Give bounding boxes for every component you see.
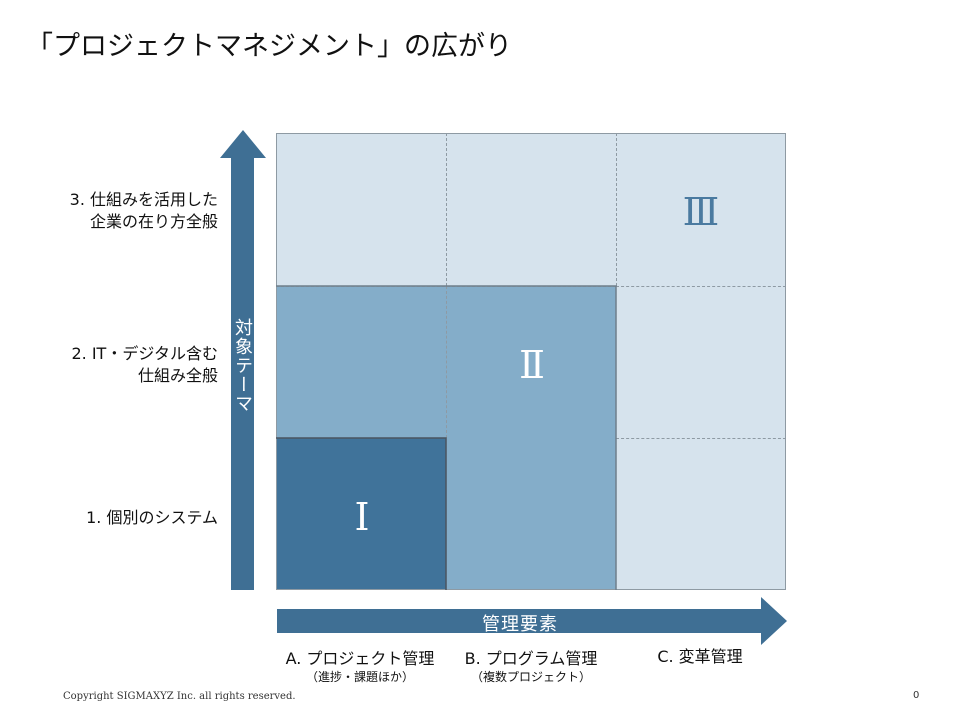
x-category-a-label: A. プロジェクト管理 <box>285 649 435 668</box>
grid-line-h2 <box>616 438 786 439</box>
region-outlines <box>276 133 786 590</box>
grid-line-v1b <box>446 286 447 438</box>
level-i-label: Ⅰ <box>354 495 370 539</box>
y-level-1-label: 1. 個別のシステム <box>86 507 218 529</box>
grid-line-h1b <box>616 286 786 287</box>
y-level-2-line1: 2. IT・デジタル含む <box>71 344 218 363</box>
page-title: 「プロジェクトマネジメント」の広がり <box>26 31 512 62</box>
x-category-b-label: B. プログラム管理 <box>464 649 598 668</box>
y-level-3-line1: 3. 仕組みを活用した <box>69 190 218 209</box>
level-1-region <box>276 438 446 590</box>
y-level-3-label: 3. 仕組みを活用した 企業の在り方全般 <box>70 189 218 233</box>
x-category-b: B. プログラム管理 （複数プロジェクト） <box>451 649 611 685</box>
grid-line-v1 <box>446 133 447 286</box>
x-category-c-label: C. 変革管理 <box>657 647 743 666</box>
y-axis-label: 対象テーマ <box>232 318 253 413</box>
y-level-2-label: 2. IT・デジタル含む 仕組み全般 <box>71 343 218 387</box>
x-category-c: C. 変革管理 <box>620 647 780 667</box>
x-category-a-sub: （進捗・課題ほか） <box>305 670 414 684</box>
x-category-a: A. プロジェクト管理 （進捗・課題ほか） <box>280 649 440 685</box>
level-2-region-bottom <box>446 438 616 590</box>
x-axis-arrow <box>277 597 787 645</box>
page-number: 0 <box>913 690 920 701</box>
x-axis-label: 管理要素 <box>482 614 558 635</box>
y-level-2-line2: 仕組み全般 <box>137 366 218 385</box>
y-axis-arrow <box>220 130 266 590</box>
level-ii-label: Ⅱ <box>519 343 545 387</box>
level-iii-label: Ⅲ <box>682 190 720 234</box>
y-level-1-line1: 1. 個別のシステム <box>86 508 218 527</box>
grid-line-v2 <box>616 133 617 286</box>
x-category-b-sub: （複数プロジェクト） <box>470 670 591 684</box>
copyright: Copyright SIGMAXYZ Inc. all rights reser… <box>63 691 296 702</box>
matrix-grid: Ⅰ Ⅱ Ⅲ <box>276 133 786 590</box>
y-level-3-line2: 企業の在り方全般 <box>89 212 218 231</box>
